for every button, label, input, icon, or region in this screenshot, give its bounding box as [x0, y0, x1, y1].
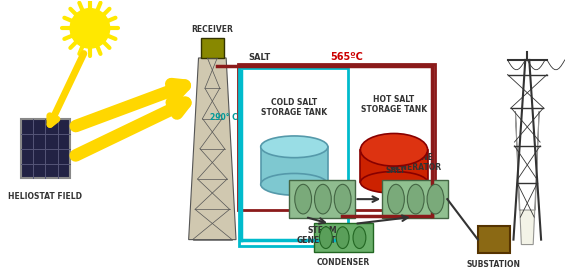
Ellipse shape — [336, 227, 349, 249]
Text: SALT: SALT — [249, 53, 271, 62]
Text: CONDENSER: CONDENSER — [317, 258, 370, 267]
Ellipse shape — [388, 184, 404, 214]
Ellipse shape — [335, 184, 351, 214]
FancyBboxPatch shape — [21, 119, 70, 178]
Ellipse shape — [361, 134, 427, 166]
Ellipse shape — [319, 227, 332, 249]
Text: SALT: SALT — [385, 166, 405, 175]
Text: 290° C: 290° C — [210, 113, 238, 122]
Ellipse shape — [315, 184, 331, 214]
Ellipse shape — [361, 171, 427, 193]
Text: 565ºC: 565ºC — [330, 52, 363, 62]
Ellipse shape — [353, 227, 366, 249]
Polygon shape — [516, 111, 539, 245]
Polygon shape — [188, 58, 236, 240]
FancyBboxPatch shape — [314, 223, 373, 252]
Text: RECEIVER: RECEIVER — [191, 25, 233, 34]
Ellipse shape — [261, 174, 328, 195]
FancyBboxPatch shape — [261, 147, 328, 184]
Ellipse shape — [408, 184, 424, 214]
Text: STEAM
GENERATOR: STEAM GENERATOR — [297, 226, 349, 245]
Text: TURBINE
GENERATOR: TURBINE GENERATOR — [389, 153, 441, 172]
FancyBboxPatch shape — [201, 38, 224, 58]
Circle shape — [70, 9, 110, 48]
FancyBboxPatch shape — [289, 180, 355, 218]
Ellipse shape — [295, 184, 311, 214]
Text: COLD SALT
STORAGE TANK: COLD SALT STORAGE TANK — [261, 98, 327, 117]
FancyBboxPatch shape — [478, 226, 509, 254]
Ellipse shape — [427, 184, 444, 214]
FancyBboxPatch shape — [382, 180, 448, 218]
Ellipse shape — [261, 136, 328, 158]
Text: SUBSTATION: SUBSTATION — [467, 260, 521, 269]
FancyBboxPatch shape — [361, 150, 427, 182]
Text: HELIOSTAT FIELD: HELIOSTAT FIELD — [8, 192, 83, 201]
Text: HOT SALT
STORAGE TANK: HOT SALT STORAGE TANK — [361, 95, 427, 114]
